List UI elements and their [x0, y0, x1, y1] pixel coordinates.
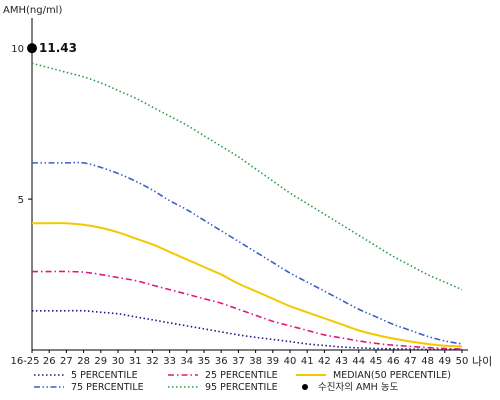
legend-label: 95 PERCENTILE — [205, 382, 278, 393]
legend-label: 25 PERCENTILE — [205, 370, 278, 381]
x-tick-label: 45 — [370, 356, 383, 367]
x-tick-label: 35 — [198, 356, 211, 367]
x-tick-label: 50 — [456, 356, 469, 367]
x-tick-label: 37 — [232, 356, 245, 367]
series-line-75-percentile — [31, 161, 463, 345]
y-tick-label: 10 — [11, 44, 24, 55]
x-axis-label: 나이 — [472, 355, 492, 368]
x-tick-label: 42 — [318, 356, 331, 367]
series-line-95-percentile — [31, 62, 463, 291]
patient-marker-group: 11.43 — [27, 41, 77, 55]
x-tick-label: 46 — [387, 356, 400, 367]
y-tick-label: 5 — [18, 195, 24, 206]
legend-label: MEDIAN(50 PERCENTILE) — [333, 370, 451, 381]
x-tick-label: 36 — [215, 356, 228, 367]
axes: AMH(ng/ml) 나이 — [3, 5, 492, 368]
x-tick-label: 40 — [284, 356, 297, 367]
patient-amh-point — [27, 43, 37, 54]
x-tick-label: 34 — [180, 356, 193, 367]
x-tick-label: 48 — [421, 356, 434, 367]
patient-amh-value-label: 11.43 — [39, 41, 77, 55]
y-axis-label: AMH(ng/ml) — [3, 5, 62, 16]
legend-marker — [302, 384, 308, 390]
x-tick-label: 31 — [129, 356, 142, 367]
x-tick-label: 41 — [301, 356, 314, 367]
x-ticks: 16-25 26 27 28 29 30 31 32 33 34 35 36 37 38 39 40 41 42 4… — [10, 350, 468, 367]
x-tick-label: 44 — [352, 356, 365, 367]
x-tick-label: 29 — [94, 356, 107, 367]
x-tick-label: 33 — [163, 356, 176, 367]
x-tick-label: 47 — [404, 356, 417, 367]
legend-label: 5 PERCENTILE — [71, 370, 138, 381]
legend: 5 PERCENTILE 25 PERCENTILE MEDIAN(50 PERCE… — [34, 370, 451, 393]
x-tick-label: 16-25 — [10, 356, 39, 367]
legend-label: 75 PERCENTILE — [71, 382, 144, 393]
x-tick-label: 38 — [249, 356, 262, 367]
x-tick-label: 49 — [438, 356, 451, 367]
x-tick-label: 28 — [77, 356, 90, 367]
x-tick-label: 43 — [335, 356, 348, 367]
y-ticks: 10 5 — [11, 44, 32, 206]
series-lines — [31, 62, 463, 351]
x-tick-label: 26 — [43, 356, 56, 367]
x-tick-label: 30 — [112, 356, 125, 367]
series-line-25-percentile — [32, 270, 463, 350]
series-line-5-percentile — [32, 309, 463, 351]
x-tick-label: 39 — [266, 356, 279, 367]
x-tick-label: 27 — [60, 356, 73, 367]
series-line-median-50-percentile — [31, 222, 463, 348]
x-tick-label: 32 — [146, 356, 159, 367]
legend-label: 수진자의 AMH 농도 — [318, 382, 399, 393]
